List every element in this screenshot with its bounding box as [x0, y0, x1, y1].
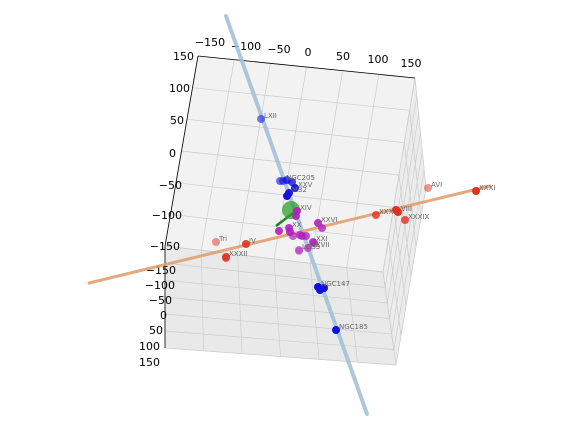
point-label: Tri [218, 235, 227, 243]
data-point [291, 184, 299, 192]
y-tick-label: 0 [169, 147, 176, 160]
y-tick-label: 100 [169, 82, 190, 95]
point-label: M32 [292, 186, 307, 194]
grid-line [170, 213, 389, 241]
x-tick-label: −150 [195, 36, 225, 49]
data-point [304, 244, 312, 252]
data-point [392, 206, 400, 214]
point-label: NGC205 [286, 174, 315, 182]
z-tick-label: 50 [149, 324, 163, 337]
data-point [318, 224, 326, 232]
data-point [372, 211, 380, 219]
data-point [222, 254, 230, 262]
data-point [332, 326, 340, 334]
x-tick-label: 50 [336, 50, 350, 63]
point-label: XXV [298, 181, 313, 189]
point-label: XXVI [321, 216, 337, 224]
point-label: XXXII [229, 250, 248, 258]
point-label: LXII [264, 112, 277, 120]
data-point [310, 239, 318, 247]
x-tick-label: 150 [401, 57, 422, 70]
data-point [401, 216, 409, 224]
point-label: NGC185 [339, 323, 368, 331]
point-label: VIII [401, 205, 412, 213]
x-tick-label: 100 [368, 53, 389, 66]
y-tick-label: −150 [150, 240, 180, 253]
data-point [289, 232, 297, 240]
z-tick-label: 0 [160, 309, 167, 322]
data-point [316, 286, 324, 294]
data-point [212, 238, 220, 246]
data-point [257, 115, 265, 123]
data-point [472, 187, 480, 195]
data-points [212, 115, 480, 334]
point-label: XXI [316, 235, 328, 243]
data-point [242, 240, 250, 248]
data-point [298, 232, 306, 240]
data-point [283, 192, 291, 200]
y-axis-line [164, 55, 199, 247]
x-axis-line [197, 55, 416, 79]
point-label: IV [249, 237, 256, 245]
y-tick-label: −100 [152, 209, 182, 222]
y-tick-label: 150 [173, 50, 194, 63]
point-label: XIV [300, 204, 312, 212]
point-label: XXXI [479, 184, 495, 192]
data-point [276, 177, 284, 185]
point-label: XXX [379, 208, 394, 216]
point-label: AVI [431, 181, 442, 189]
grid-line [382, 271, 397, 366]
grid-line [387, 239, 402, 336]
z-tick-label: 100 [139, 340, 160, 353]
data-point [295, 246, 303, 254]
data-point [424, 184, 432, 192]
point-label: XX [292, 221, 302, 229]
point-label: XXXIX [408, 213, 429, 221]
z-tick-label: 150 [139, 356, 160, 369]
grid-line [395, 187, 427, 366]
y-tick-label: 50 [170, 114, 184, 127]
point-label: XXVII [311, 241, 330, 249]
z-tick-label: −100 [145, 279, 175, 292]
data-point [288, 178, 296, 186]
grid-line [382, 77, 416, 273]
point-label: NGC147 [321, 280, 350, 288]
data-point [292, 212, 300, 220]
axis-lines [164, 55, 416, 348]
grid-line [164, 330, 394, 350]
point-label: LGS3 [302, 243, 320, 251]
grid-line [164, 245, 384, 273]
y-tick-label: −50 [159, 179, 182, 192]
data-point [295, 247, 303, 255]
data-point [275, 227, 283, 235]
x-tick-label: 0 [305, 46, 312, 59]
z-tick-label: −50 [149, 294, 172, 307]
x-tick-label: −50 [267, 43, 290, 56]
grid-lines [164, 55, 427, 366]
tick-labels: −150 −100 −50 0 50 100 150 150 100 50 0 −50 −100 −150… [139, 36, 422, 369]
grid-line [164, 347, 397, 366]
